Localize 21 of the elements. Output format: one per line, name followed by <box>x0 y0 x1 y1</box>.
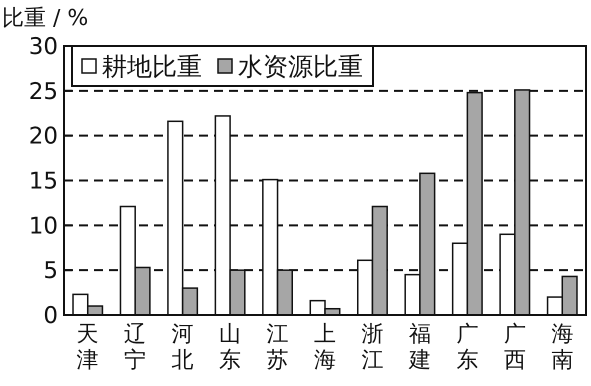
y-tick-label: 20 <box>28 124 58 150</box>
x-tick-label: 江苏 <box>266 322 289 373</box>
legend-label: 耕地比重 <box>102 52 202 81</box>
y-tick-label: 25 <box>28 78 58 105</box>
x-tick-label: 河北 <box>172 322 194 373</box>
x-tick-label: 广西 <box>504 322 526 373</box>
x-tick-label: 浙江 <box>361 322 384 373</box>
x-tick-label: 福建 <box>408 322 431 373</box>
y-tick-label: 10 <box>28 213 58 240</box>
y-axis-title: 比重 / % <box>2 6 88 31</box>
y-tick-label: 15 <box>28 168 58 194</box>
y-tick-label: 5 <box>43 258 58 284</box>
x-tick-label: 上海 <box>314 322 336 373</box>
x-tick-label: 海南 <box>551 322 574 373</box>
legend-label: 水资源比重 <box>238 52 363 81</box>
x-tick-label: 天津 <box>76 322 99 373</box>
x-tick-label: 山东 <box>219 322 242 373</box>
x-tick-label: 辽宁 <box>124 322 146 373</box>
x-tick-label: 广东 <box>456 322 478 373</box>
y-tick-label: 0 <box>43 303 58 329</box>
y-tick-label: 30 <box>28 34 58 60</box>
